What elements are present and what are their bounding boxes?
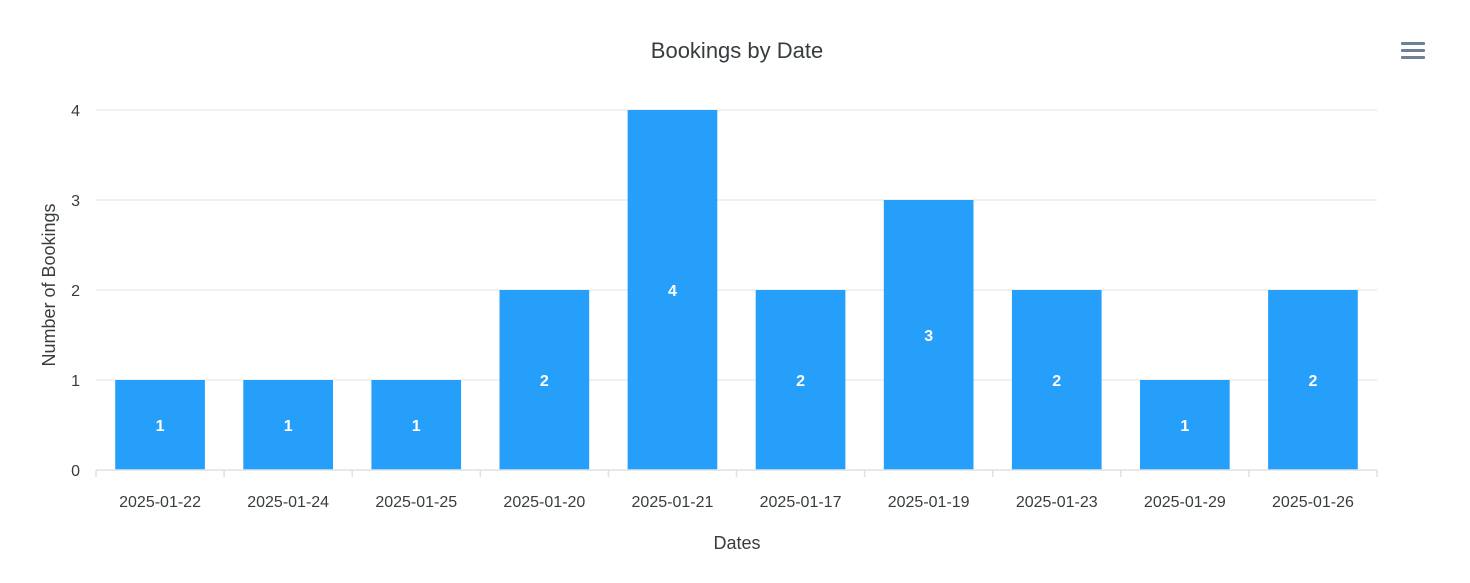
bar-2025-01-26[interactable]	[1268, 290, 1358, 470]
bar-series	[115, 110, 1358, 470]
chart-menu-button[interactable]	[1398, 38, 1428, 64]
x-tick-label-5: 2025-01-17	[760, 494, 842, 511]
data-label-2025-01-17: 2	[796, 373, 805, 390]
bar-2025-01-19[interactable]	[883, 200, 974, 470]
y-axis-title: Number of Bookings	[39, 203, 59, 366]
y-tick-label-0: 0	[71, 463, 80, 480]
data-label-2025-01-29: 1	[1180, 418, 1189, 435]
hamburger-menu-icon	[1401, 56, 1425, 59]
x-tick-label-2: 2025-01-25	[375, 494, 457, 511]
data-label-2025-01-19: 3	[924, 328, 933, 345]
x-tick-label-6: 2025-01-19	[888, 494, 970, 511]
bar-2025-01-23[interactable]	[1011, 290, 1102, 470]
x-tick-label-9: 2025-01-26	[1272, 494, 1354, 511]
x-tick-label-0: 2025-01-22	[119, 494, 201, 511]
y-tick-label-4: 4	[71, 103, 80, 120]
x-tick-label-4: 2025-01-21	[632, 494, 714, 511]
data-label-2025-01-26: 2	[1308, 373, 1317, 390]
hamburger-menu-icon	[1401, 49, 1425, 52]
data-label-2025-01-23: 2	[1052, 373, 1061, 390]
bar-2025-01-29[interactable]	[1140, 380, 1230, 470]
y-tick-label-3: 3	[71, 193, 80, 210]
x-axis: 2025-01-22 2025-01-24 2025-01-25 2025-01-20…	[95, 469, 1378, 511]
x-tick-label-3: 2025-01-20	[503, 494, 585, 511]
y-axis: 0 1 2 3 4	[71, 103, 80, 480]
data-label-2025-01-21: 4	[668, 283, 677, 300]
data-label-2025-01-25: 1	[412, 418, 421, 435]
grid-lines	[96, 109, 1377, 381]
data-label-2025-01-20: 2	[540, 373, 549, 390]
bar-2025-01-25[interactable]	[371, 380, 462, 470]
y-tick-label-2: 2	[71, 283, 80, 300]
x-tick-label-1: 2025-01-24	[247, 494, 329, 511]
x-tick-label-7: 2025-01-23	[1016, 494, 1098, 511]
data-labels: 1 1 1 2 4 2 3 2 1 2	[156, 283, 1318, 435]
x-tick-label-8: 2025-01-29	[1144, 494, 1226, 511]
y-tick-label-1: 1	[71, 373, 80, 390]
data-label-2025-01-22: 1	[156, 418, 165, 435]
bar-2025-01-21[interactable]	[627, 110, 718, 470]
chart-title: Bookings by Date	[651, 38, 823, 63]
bar-2025-01-17[interactable]	[755, 290, 846, 470]
data-label-2025-01-24: 1	[284, 418, 293, 435]
bar-2025-01-20[interactable]	[499, 290, 590, 470]
bar-2025-01-24[interactable]	[243, 380, 333, 470]
x-axis-title: Dates	[713, 533, 760, 553]
hamburger-menu-icon	[1401, 42, 1425, 45]
bar-2025-01-22[interactable]	[115, 380, 205, 470]
